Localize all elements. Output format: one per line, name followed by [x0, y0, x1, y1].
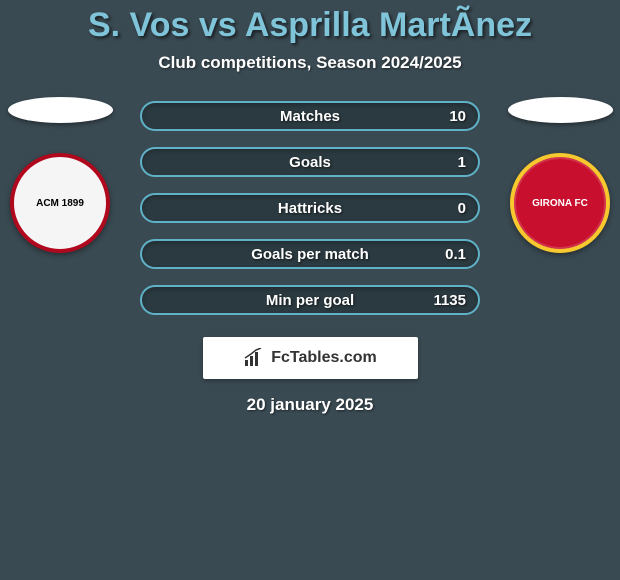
brand-box: FcTables.com	[203, 337, 418, 379]
club-name: GIRONA FC	[532, 198, 588, 209]
player-avatar-placeholder	[508, 97, 613, 123]
club-badge-right: GIRONA FC	[510, 153, 610, 253]
stat-row: Hattricks 0	[140, 193, 480, 223]
stat-value-right: 1135	[433, 292, 466, 309]
brand-text: FcTables.com	[271, 349, 377, 367]
club-name: ACM 1899	[36, 198, 84, 209]
stat-value-right: 0.1	[445, 246, 466, 263]
stat-row: Min per goal 1135	[140, 285, 480, 315]
stat-label: Goals per match	[251, 246, 369, 263]
stat-label: Hattricks	[278, 200, 342, 217]
stat-label: Min per goal	[266, 292, 354, 309]
brand-chart-icon	[243, 348, 265, 368]
player-left: ACM 1899	[0, 97, 120, 253]
stat-label: Goals	[289, 154, 331, 171]
club-badge-left: ACM 1899	[10, 153, 110, 253]
stat-label: Matches	[280, 108, 340, 125]
player-avatar-placeholder	[8, 97, 113, 123]
comparison-arena: ACM 1899 GIRONA FC Matches 10 Goals 1 Hattri…	[0, 97, 620, 315]
stats-list: Matches 10 Goals 1 Hattricks 0 Goals per match…	[140, 97, 480, 315]
stat-row: Matches 10	[140, 101, 480, 131]
stat-row: Goals per match 0.1	[140, 239, 480, 269]
stat-value-right: 0	[458, 200, 466, 217]
page-title: S. Vos vs Asprilla MartÃ­nez	[0, 0, 620, 45]
date: 20 january 2025	[0, 395, 620, 415]
stat-value-right: 1	[458, 154, 466, 171]
stat-value-right: 10	[449, 108, 466, 125]
player-right: GIRONA FC	[500, 97, 620, 253]
stat-row: Goals 1	[140, 147, 480, 177]
subtitle: Club competitions, Season 2024/2025	[0, 53, 620, 73]
